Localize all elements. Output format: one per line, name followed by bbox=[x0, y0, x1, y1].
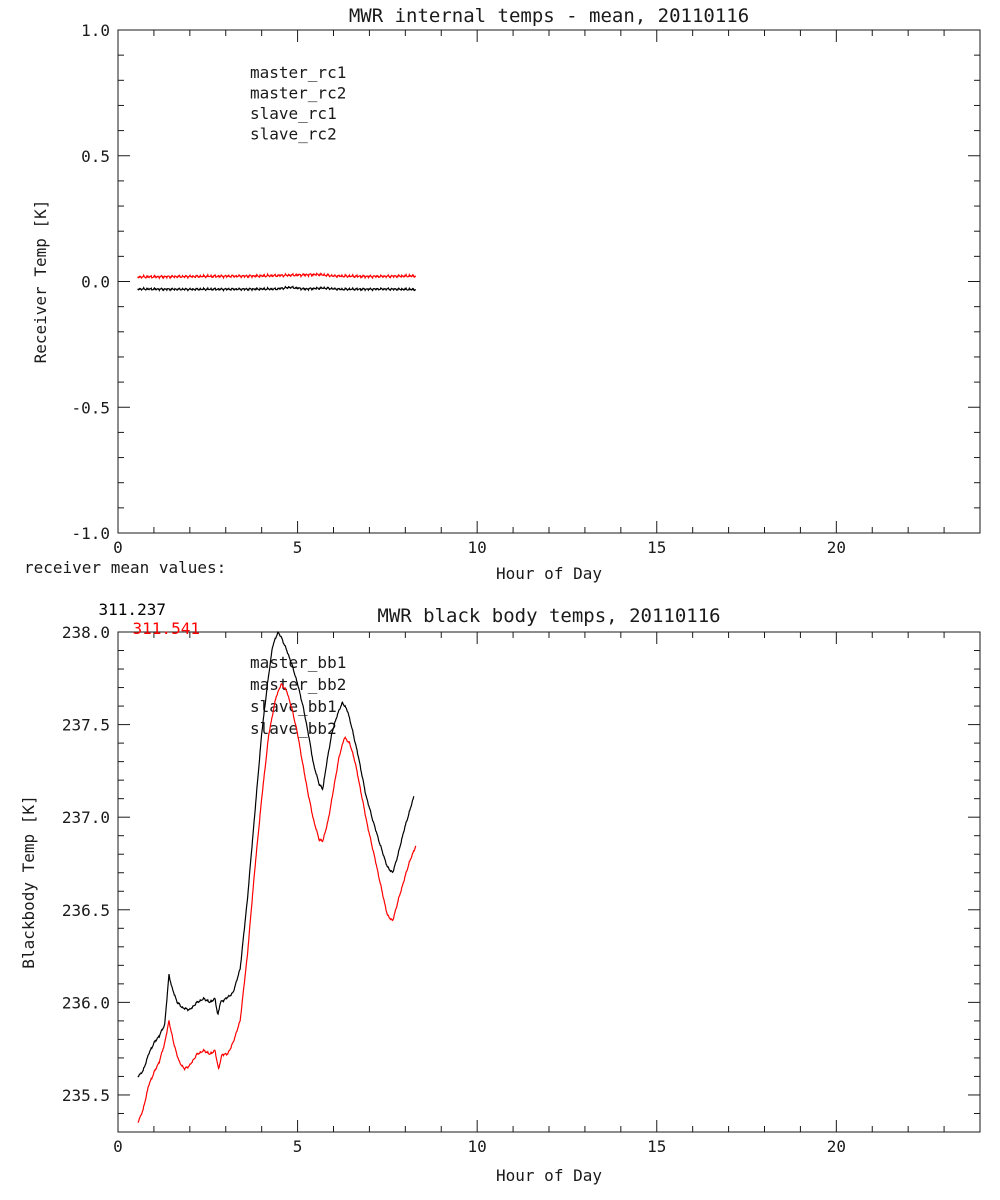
x-tick-label: 20 bbox=[827, 538, 846, 557]
y-tick-label: 1.0 bbox=[81, 21, 110, 40]
chart-1: 0 5 10 15 20 235.5 236.0 236.5 237.0 237.5 238.0 MW… bbox=[19, 605, 981, 1185]
legend-entry-slave_rc2: slave_rc2 bbox=[250, 125, 337, 144]
x-tick-label: 0 bbox=[113, 538, 123, 557]
x-tick-label: 0 bbox=[113, 1137, 123, 1156]
y-tick-label: 236.0 bbox=[62, 993, 110, 1012]
chart-title: MWR internal temps - mean, 20110116 bbox=[349, 5, 749, 27]
receiver-mean-value-master2: 311.541 bbox=[132, 619, 200, 638]
y-tick-label: 237.0 bbox=[62, 808, 110, 827]
legend-entry-slave_bb1: slave_bb1 bbox=[250, 697, 337, 716]
legend-entry-master_rc1: master_rc1 bbox=[250, 63, 346, 82]
y-axis-label: Receiver Temp [K] bbox=[31, 200, 50, 364]
y-axis-label: Blackbody Temp [K] bbox=[19, 795, 38, 968]
y-tick-label: 237.5 bbox=[62, 716, 110, 735]
series-line-master_bb1 bbox=[137, 631, 415, 1078]
y-tick-label: -0.5 bbox=[71, 398, 110, 417]
y-tick-label: 0.5 bbox=[81, 147, 110, 166]
receiver-mean-caption: receiver mean values: bbox=[24, 558, 227, 577]
chart-0: 0 5 10 15 20 -1.0 -0.5 0.0 0.5 1.0 MWR internal te… bbox=[31, 5, 981, 583]
legend-entry-master_rc2: master_rc2 bbox=[250, 84, 346, 103]
series-line-master_bb2 bbox=[137, 683, 417, 1123]
x-tick-label: 15 bbox=[647, 538, 666, 557]
x-tick-label: 15 bbox=[647, 1137, 666, 1156]
y-tick-label: 238.0 bbox=[62, 623, 110, 642]
x-axis-label: Hour of Day bbox=[496, 1166, 602, 1185]
y-tick-label: -1.0 bbox=[71, 524, 110, 543]
legend-entry-master_bb1: master_bb1 bbox=[250, 653, 346, 672]
series-line-master_rc1 bbox=[137, 285, 417, 293]
legend-entry-slave_rc1: slave_rc1 bbox=[250, 104, 337, 123]
y-tick-label: 0.0 bbox=[81, 273, 110, 292]
axis-frame bbox=[117, 631, 981, 1133]
legend-entry-slave_bb2: slave_bb2 bbox=[250, 719, 337, 738]
x-axis-label: Hour of Day bbox=[496, 564, 602, 583]
receiver-mean-values: 311.237 311.541 bbox=[60, 581, 200, 657]
x-tick-label: 5 bbox=[293, 1137, 303, 1156]
chart-title: MWR black body temps, 20110116 bbox=[377, 605, 720, 627]
y-tick-label: 235.5 bbox=[62, 1086, 110, 1105]
x-tick-label: 5 bbox=[293, 538, 303, 557]
x-tick-label: 20 bbox=[827, 1137, 846, 1156]
y-tick-label: 236.5 bbox=[62, 901, 110, 920]
receiver-mean-value-master: 311.237 bbox=[98, 600, 166, 619]
axis-frame bbox=[117, 29, 981, 534]
x-tick-label: 10 bbox=[468, 1137, 487, 1156]
x-tick-label: 10 bbox=[468, 538, 487, 557]
series-line-master_rc2 bbox=[137, 272, 417, 280]
